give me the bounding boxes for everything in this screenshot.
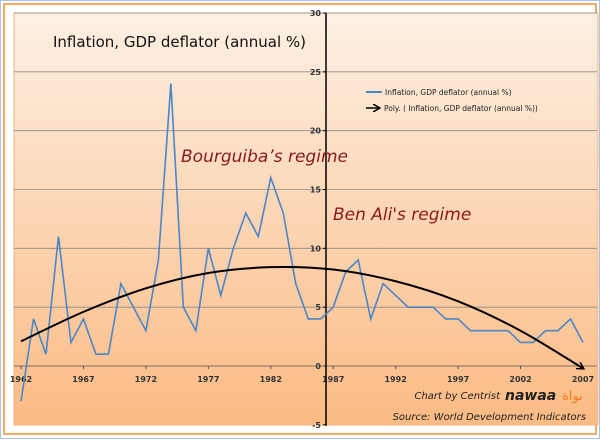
x-tick-label: 1967 xyxy=(72,375,94,384)
y-tick-label: 20 xyxy=(310,127,322,136)
logo-arabic: نواة xyxy=(562,389,583,404)
plot-area xyxy=(14,13,598,425)
nawaa-logo: nawaa نواة xyxy=(505,388,583,404)
chart-title: Inflation, GDP deflator (annual %) xyxy=(53,33,306,51)
legend-label-inflation: Inflation, GDP deflator (annual %) xyxy=(385,88,512,97)
logo-text: nawaa xyxy=(505,388,556,404)
x-tick-label: 2002 xyxy=(509,375,531,384)
legend-label-trend: Poly. ( Inflation, GDP deflator (annual … xyxy=(384,104,538,113)
x-tick-label: 1982 xyxy=(260,375,282,384)
annotation-ben-ali: Ben Ali's regime xyxy=(333,205,471,225)
x-tick-label: 1972 xyxy=(135,375,157,384)
y-tick-label: 15 xyxy=(310,186,322,195)
data-source: Source: World Development Indicators xyxy=(393,412,586,423)
annotation-bourguiba: Bourguiba’s regime xyxy=(181,147,348,167)
y-tick-label: 30 xyxy=(310,9,322,18)
y-tick-label: 25 xyxy=(310,68,322,77)
y-tick-label: 10 xyxy=(310,244,322,253)
x-tick-label: 1992 xyxy=(385,375,407,384)
x-tick-label: 2007 xyxy=(572,375,594,384)
x-tick-label: 1977 xyxy=(197,375,219,384)
y-tick-label: -5 xyxy=(312,421,321,430)
x-tick-label: 1997 xyxy=(447,375,469,384)
y-tick-label: 5 xyxy=(315,303,321,312)
y-tick-label: 0 xyxy=(315,362,321,371)
chart-credit: Chart by Centrist xyxy=(414,391,501,402)
x-tick-label: 1962 xyxy=(10,375,32,384)
